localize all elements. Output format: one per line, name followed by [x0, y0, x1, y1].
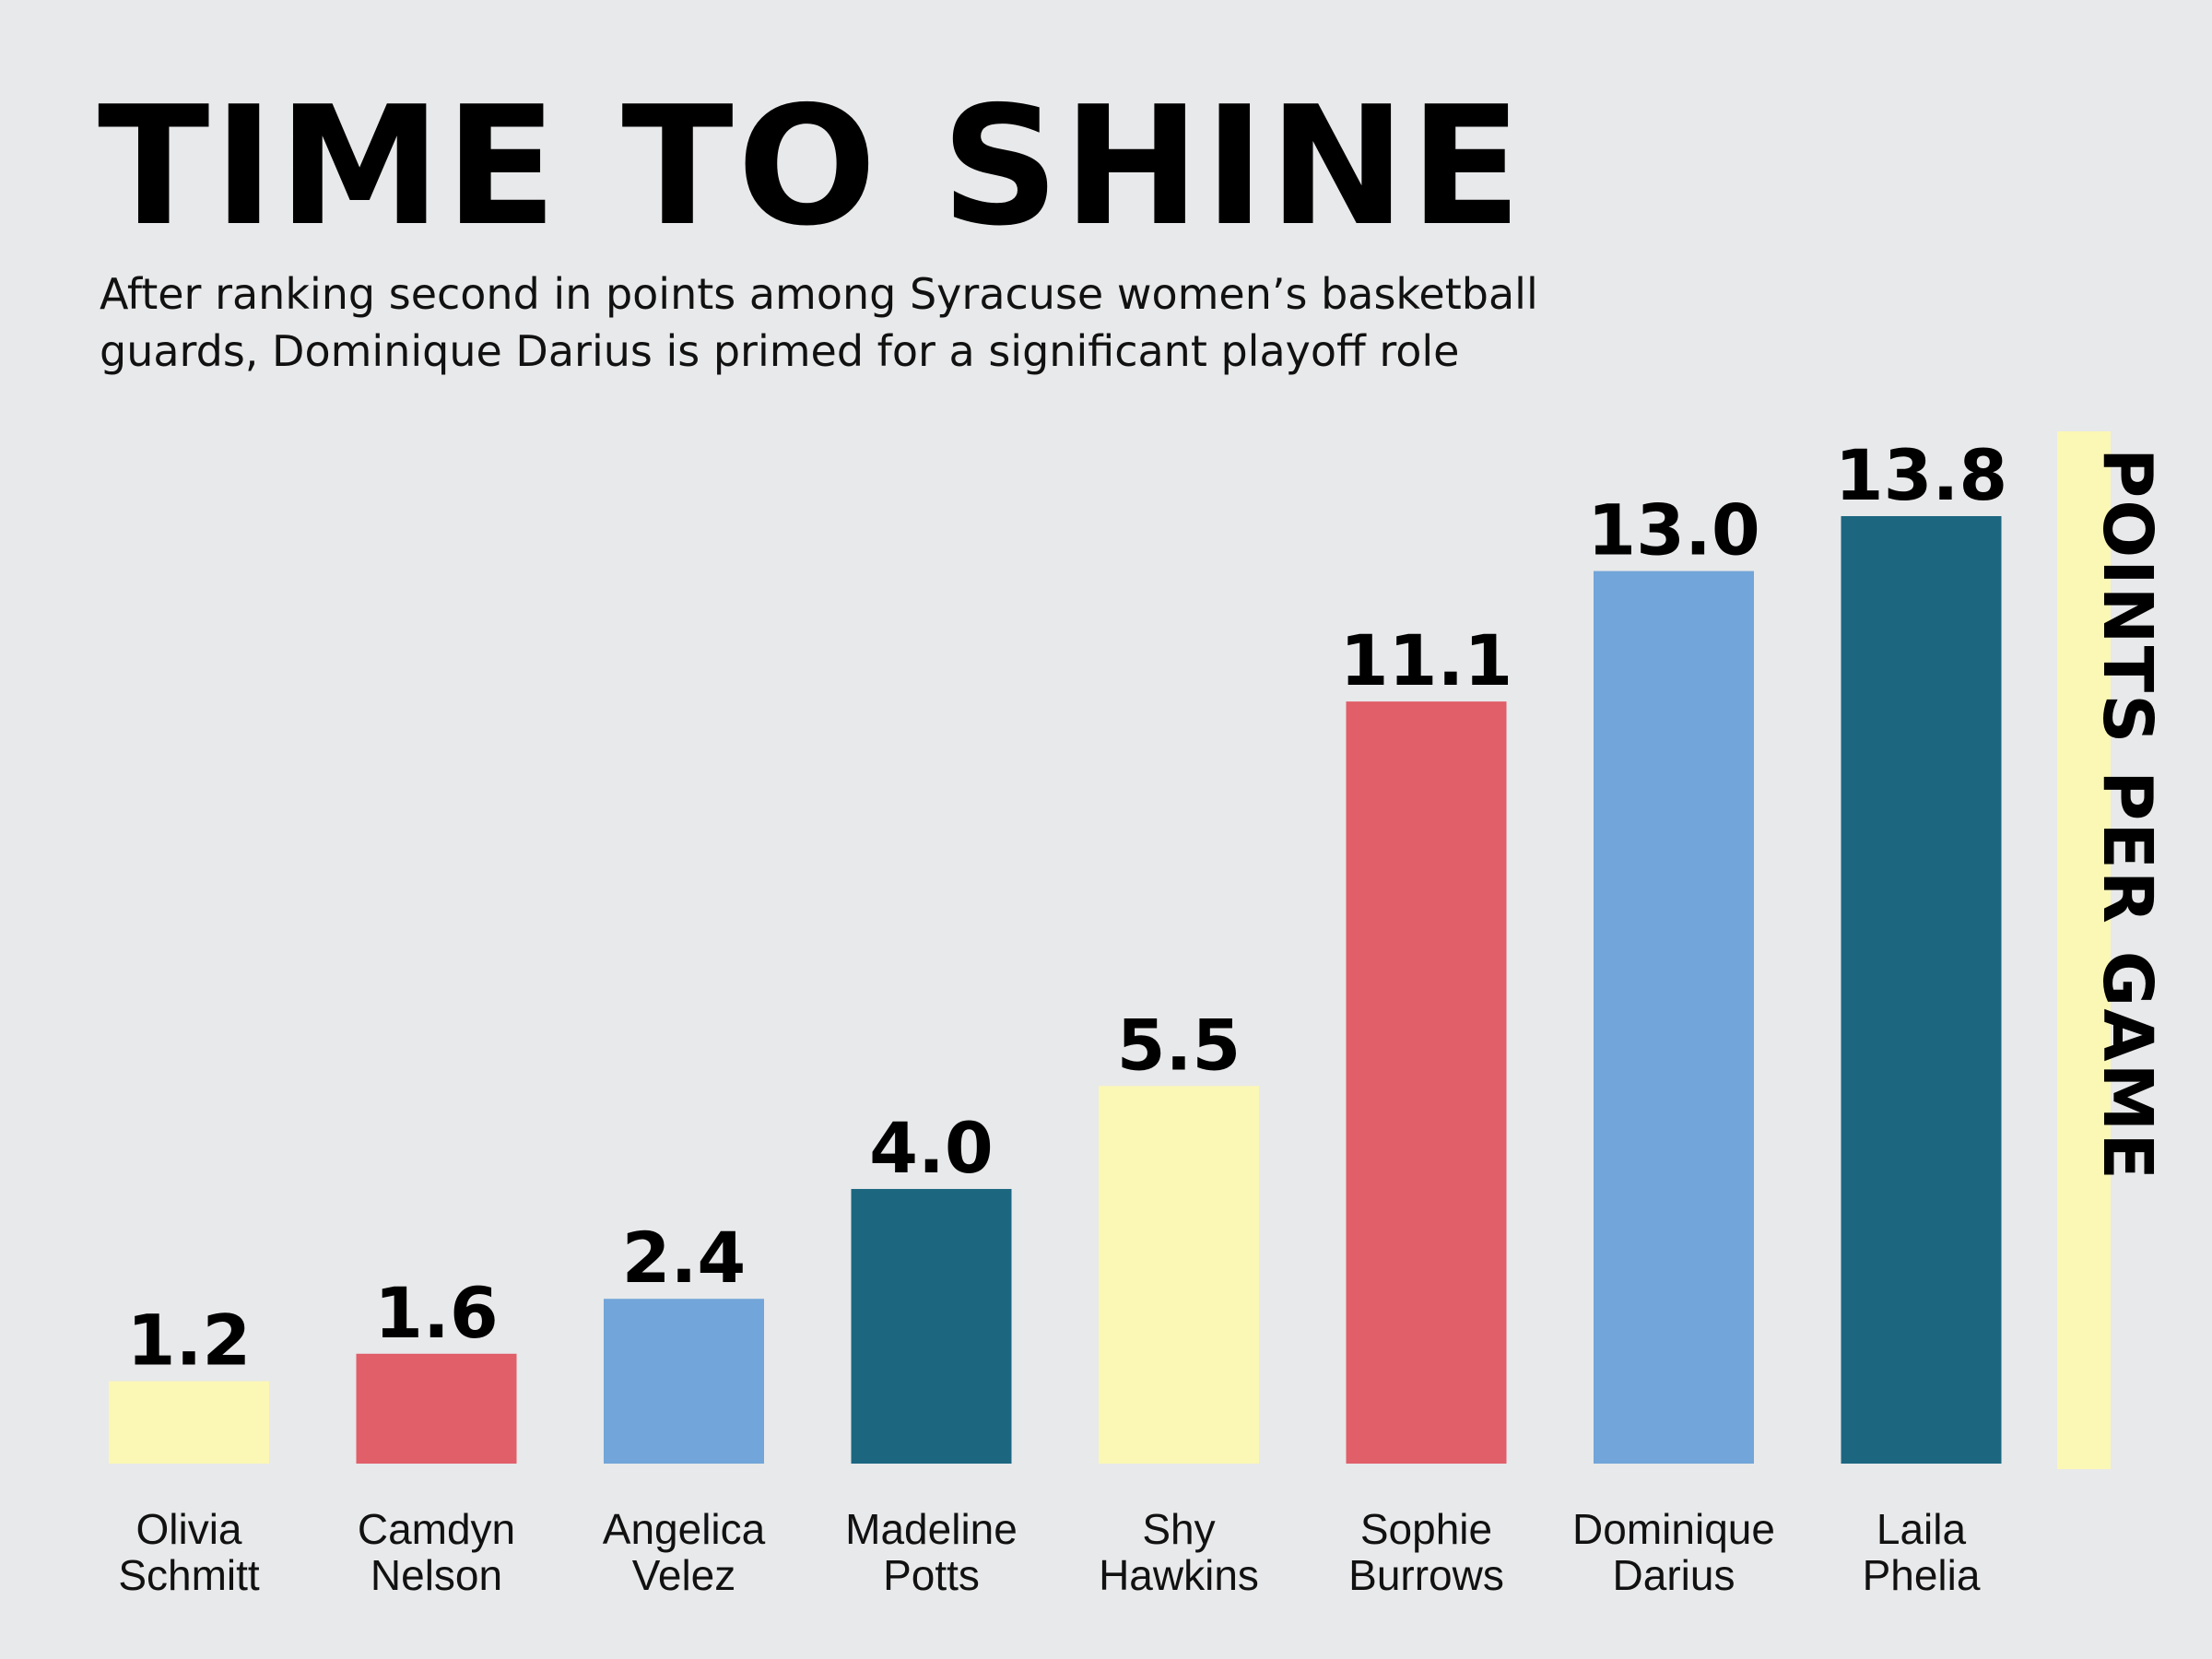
x-tick-label-0-1: Schmitt	[118, 1551, 260, 1599]
value-label-5: 11.1	[1340, 619, 1513, 701]
y-axis-title: POINTS PER GAME	[2088, 448, 2167, 1182]
value-label-0: 1.2	[127, 1300, 252, 1382]
x-tick-label-7-1: Phelia	[1863, 1551, 1981, 1599]
bar-2	[604, 1299, 764, 1464]
bar-0	[109, 1381, 269, 1464]
y-axis-band	[2057, 431, 2111, 1469]
value-label-6: 13.0	[1587, 489, 1760, 571]
x-tick-label-2-0: Angelica	[603, 1505, 766, 1553]
x-tick-label-0-0: Olivia	[135, 1505, 241, 1553]
bar-5	[1346, 701, 1507, 1464]
bar-3	[851, 1189, 1012, 1464]
bar-7	[1841, 516, 2002, 1464]
x-tick-label-4-1: Hawkins	[1099, 1551, 1259, 1599]
bar-4	[1099, 1086, 1259, 1464]
value-label-7: 13.8	[1835, 434, 2008, 516]
x-tick-label-5-1: Burrows	[1348, 1551, 1504, 1599]
value-label-4: 5.5	[1117, 1004, 1241, 1086]
x-tick-label-5-0: Sophie	[1360, 1505, 1492, 1553]
x-tick-label-2-1: Velez	[632, 1551, 736, 1599]
x-tick-label-6-0: Dominique	[1572, 1505, 1775, 1553]
x-tick-label-4-0: Shy	[1142, 1505, 1215, 1553]
x-tick-label-1-0: Camdyn	[358, 1505, 515, 1553]
bar-1	[356, 1353, 517, 1464]
x-tick-label-3-1: Potts	[883, 1551, 980, 1599]
value-label-2: 2.4	[622, 1217, 747, 1299]
x-tick-label-7-0: Laila	[1877, 1505, 1967, 1553]
chart-title: TIME TO SHINE	[98, 71, 1526, 262]
value-label-3: 4.0	[869, 1107, 994, 1189]
x-tick-label-6-1: Darius	[1613, 1551, 1735, 1599]
x-tick-label-3-0: Madeline	[845, 1505, 1018, 1553]
value-label-1: 1.6	[374, 1272, 499, 1354]
x-tick-label-1-1: Nelson	[371, 1551, 502, 1599]
bar-6	[1594, 571, 1754, 1464]
chart-subtitle: After ranking second in points among Syr…	[100, 269, 1538, 376]
